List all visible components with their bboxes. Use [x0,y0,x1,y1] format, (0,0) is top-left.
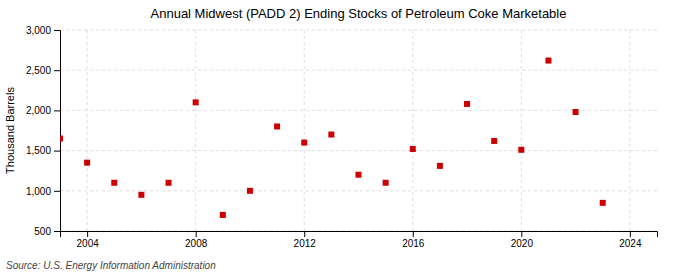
point [193,99,199,105]
y-tick: 3,000 [26,25,60,36]
y-axis-title: Thousand Barrels [4,87,16,174]
y-tick: 1,000 [26,186,60,197]
grid-line-y [60,110,657,111]
grid-line-y [60,150,657,151]
y-tick-mark [54,110,60,111]
y-tick-label: 1,000 [26,186,51,197]
point [545,58,551,64]
point [518,147,524,153]
point [600,200,606,206]
x-tick: 2016 [402,231,425,249]
chart: 2004 2008 2012 2016 2020 2024 500 1,000 1,500 2,0… [0,0,675,275]
y-tick: 2,500 [26,65,60,76]
grid-line-y [60,30,657,31]
x-tick: 2012 [294,231,317,249]
point [220,212,226,218]
y-tick-mark [54,191,60,192]
point [410,146,416,152]
x-tick: 2004 [77,231,100,249]
x-tick-mark [630,231,631,237]
y-tick-label: 3,000 [26,25,51,36]
x-tick-mark [521,231,522,237]
point [166,180,172,186]
point [383,180,389,186]
point [437,163,443,169]
point [301,140,307,146]
y-tick: 500 [34,226,60,237]
point [328,132,334,138]
x-tick-label: 2012 [294,238,317,249]
point [138,192,144,198]
grid-line-x [521,30,522,231]
x-tick: 2020 [511,231,534,249]
grid-line-x [87,30,88,231]
y-axis: 500 1,000 1,500 2,000 2,500 3,000 [26,25,61,237]
y-tick: 1,500 [26,145,60,156]
point [464,101,470,107]
x-tick: 2024 [619,231,642,249]
grid-line-x [195,30,196,231]
x-tick-label: 2024 [619,238,642,249]
x-tick-mark [413,231,414,237]
grid-line-x [412,30,413,231]
point [356,172,362,178]
point [111,180,117,186]
y-tick-label: 2,000 [26,105,51,116]
x-tick-label: 2020 [511,238,534,249]
x-axis-line [61,232,658,238]
x-tick-label: 2016 [402,238,425,249]
source: Source: U.S. Energy Information Administ… [6,260,216,271]
point [60,136,63,142]
point [274,123,280,129]
title: Annual Midwest (PADD 2) Ending Stocks of… [151,6,567,21]
grid-line-x [304,30,305,231]
x-tick-mark [196,231,197,237]
points [60,58,606,218]
x-tick-mark [87,231,88,237]
grid-line-x [629,30,630,231]
y-tick-mark [54,151,60,152]
grid-line-y [60,70,657,71]
y-tick-label: 2,500 [26,65,51,76]
y-tick: 2,000 [26,105,60,116]
y-tick-mark [54,231,60,232]
grid [60,30,657,231]
y-tick-mark [54,70,60,71]
point [573,109,579,115]
point [491,138,497,144]
y-tick-label: 1,500 [26,145,51,156]
y-tick-mark [54,30,60,31]
point [247,188,253,194]
x-tick-label: 2008 [185,238,208,249]
y-tick-label: 500 [34,226,51,237]
x-axis: 2004 2008 2012 2016 2020 2024 [61,231,658,249]
y-axis-line [54,31,61,232]
x-tick-label: 2004 [77,238,100,249]
x-tick-mark [304,231,305,237]
point [84,160,90,166]
grid-line-y [60,190,657,191]
x-tick: 2008 [185,231,208,249]
